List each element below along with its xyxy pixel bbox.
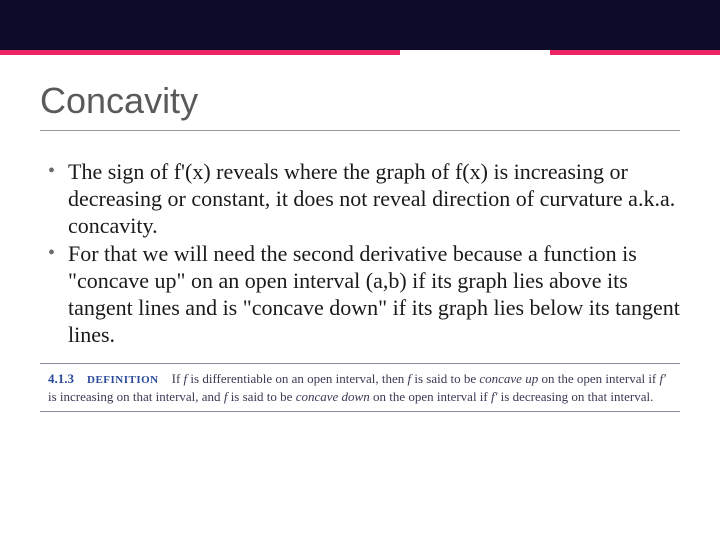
title-underline — [40, 130, 680, 131]
bullet-item: The sign of f'(x) reveals where the grap… — [46, 159, 680, 239]
definition-box: 4.1.3 DEFINITION If f is differentiable … — [40, 363, 680, 412]
slide-body: Concavity The sign of f'(x) reveals wher… — [0, 50, 720, 349]
bullet-item: For that we will need the second derivat… — [46, 241, 680, 348]
header-bar — [0, 0, 720, 50]
definition-number: 4.1.3 — [48, 371, 74, 386]
slide-title: Concavity — [40, 80, 680, 122]
header-accent-gap — [400, 50, 550, 55]
bullet-list: The sign of f'(x) reveals where the grap… — [40, 159, 680, 349]
header-accent-line — [0, 50, 720, 55]
definition-label: DEFINITION — [87, 374, 159, 386]
